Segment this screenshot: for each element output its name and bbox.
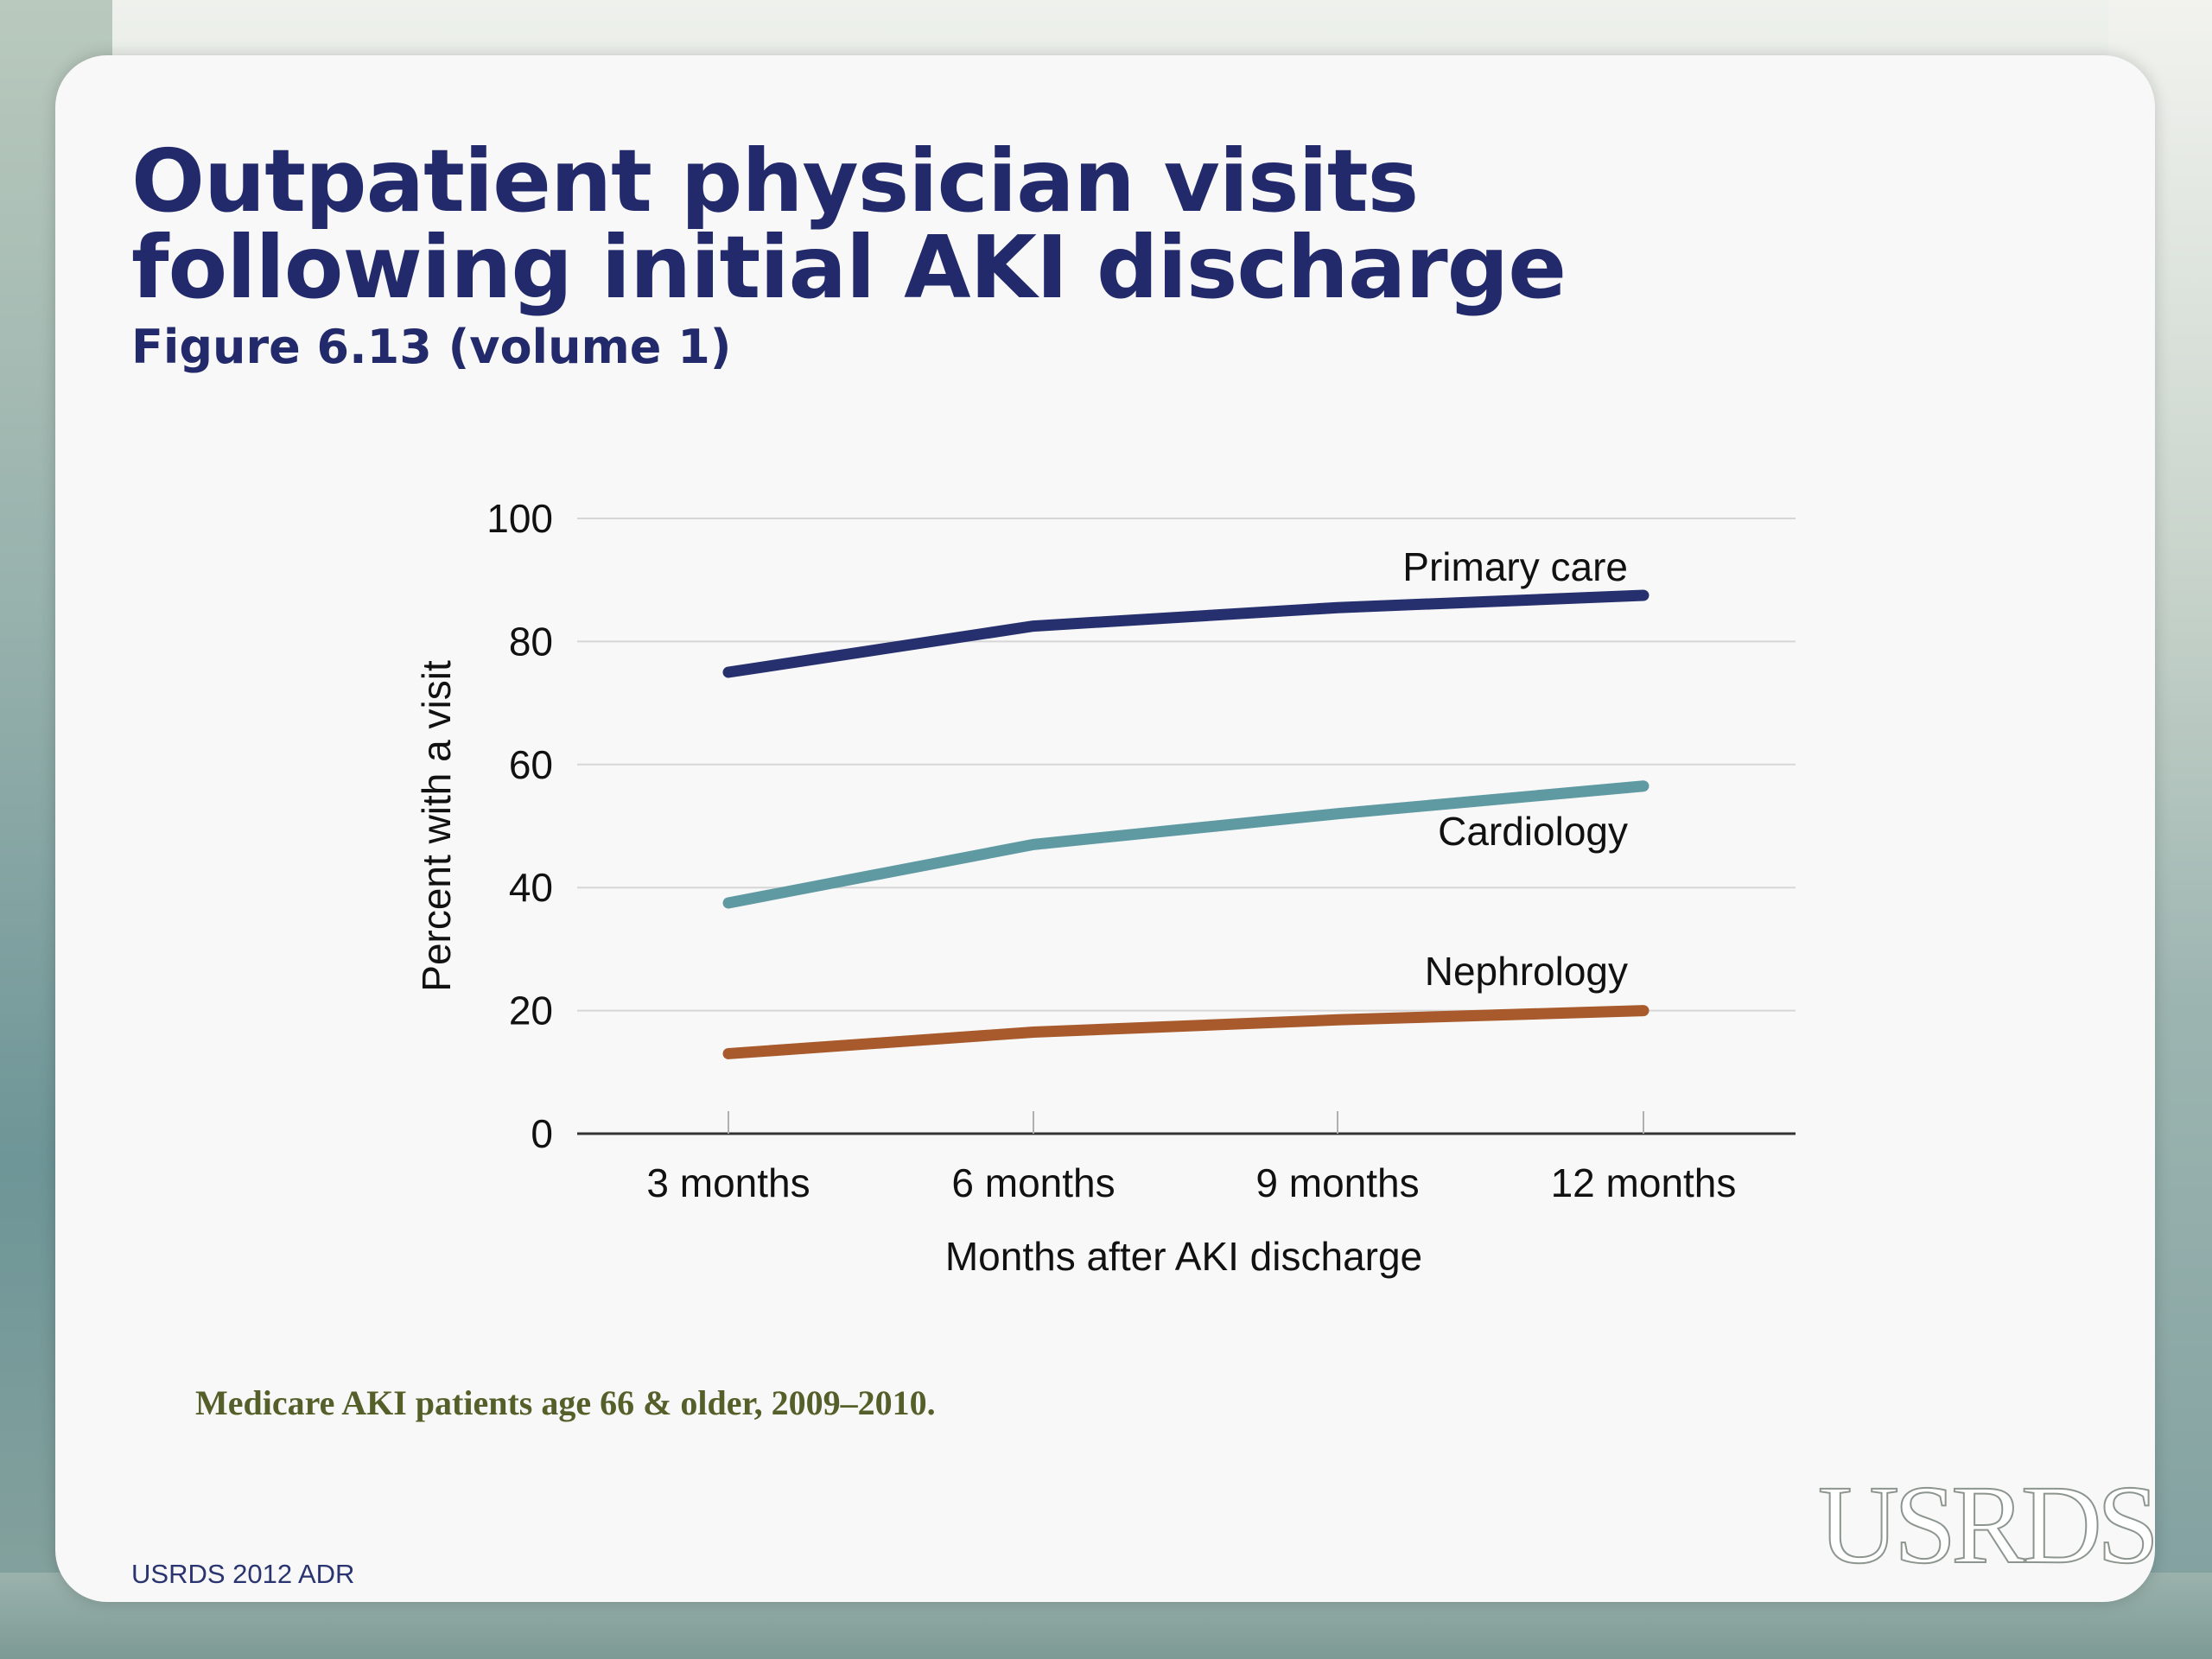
series-line-nephrology: [722, 1005, 1649, 1059]
y-tick-label-40: 40: [509, 865, 553, 910]
x-tick-label: 9 months: [1255, 1160, 1419, 1205]
slide-card: [55, 55, 2155, 1602]
x-axis-title: Months after AKI discharge: [945, 1234, 1422, 1279]
y-tick-label-60: 60: [509, 742, 553, 787]
series-label-primary-care: Primary care: [1402, 544, 1628, 589]
series-label-nephrology: Nephrology: [1425, 949, 1628, 994]
series-labels: Primary care Cardiology Nephrology: [1402, 544, 1628, 994]
data-source-note: Medicare AKI patients age 66 & older, 20…: [195, 1383, 936, 1422]
footer-citation: USRDS 2012 ADR: [131, 1559, 355, 1589]
series-line-primary-care: [722, 589, 1649, 678]
y-tick-label-20: 20: [509, 988, 553, 1033]
y-tick-label-0: 0: [531, 1111, 553, 1156]
y-tick-label-100: 100: [486, 496, 553, 541]
y-tick-label-80: 80: [509, 619, 553, 664]
x-tick-labels: 3 months 6 months 9 months 12 months: [646, 1160, 1736, 1205]
y-axis-title: Percent with a visit: [414, 660, 459, 992]
axes: [577, 1111, 1796, 1135]
figure-subtitle: Figure 6.13 (volume 1): [131, 320, 732, 374]
slide-title-line-1: Outpatient physician visits: [131, 130, 1419, 232]
series-label-cardiology: Cardiology: [1438, 809, 1628, 854]
series-lines: [722, 589, 1649, 1059]
x-tick-label: 12 months: [1551, 1160, 1737, 1205]
usrds-logo: USRDS: [1817, 1462, 2160, 1588]
slide-title: Outpatient physician visits following in…: [131, 130, 1567, 318]
slide-title-line-2: following initial AKI discharge: [131, 217, 1567, 318]
y-tick-labels: 0 20 40 60 80 100: [486, 496, 553, 1156]
x-tick-label: 6 months: [951, 1160, 1115, 1205]
series-line-cardiology: [722, 780, 1649, 909]
x-tick-label: 3 months: [646, 1160, 810, 1205]
